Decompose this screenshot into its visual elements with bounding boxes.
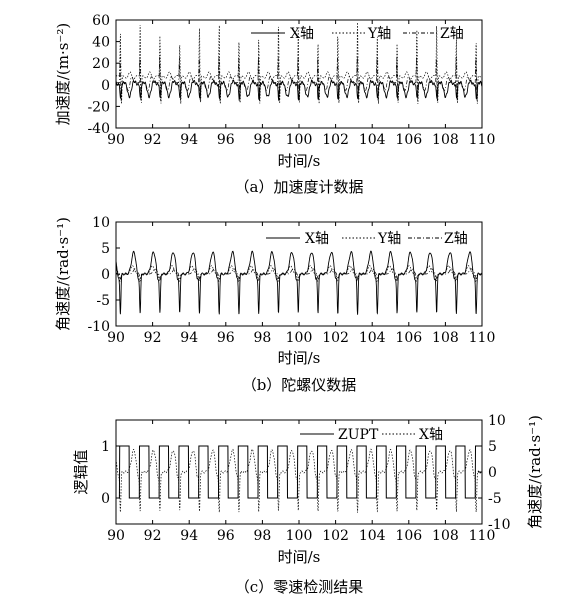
legend-z-axis-label: Z轴 [440, 26, 464, 42]
x-tick-label: 100 [286, 528, 313, 544]
panel-b-x-axis-label: 时间/s [278, 349, 321, 367]
right-y-tick-label: 10 [488, 413, 506, 429]
y-tick-label: 1 [101, 439, 110, 455]
series-line-x-axis [115, 448, 483, 513]
y-tick-label: 60 [92, 13, 110, 29]
legend-zupt-label: ZUPT [338, 427, 379, 443]
right-y-tick-label: -10 [488, 517, 511, 533]
x-tick-label: 102 [322, 528, 349, 544]
x-tick-label: 108 [432, 330, 459, 346]
x-tick-label: 110 [469, 330, 496, 346]
panel-b-caption: （b）陀螺仪数据 [242, 376, 357, 394]
y-tick-label: 5 [101, 241, 110, 257]
x-tick-label: 92 [144, 528, 162, 544]
y-tick-label: -10 [87, 319, 110, 335]
panel-b-data-lines [115, 250, 483, 315]
panel-a-legend: X轴 Y轴 Z轴 [251, 26, 464, 42]
panel-c-ticks: 90 92 94 96 98 100 102 104 106 108 110 0 1 -10 -5 0 5 10 [101, 413, 510, 544]
x-tick-label: 110 [469, 132, 496, 148]
y-tick-label: -40 [87, 121, 110, 137]
x-tick-label: 108 [432, 132, 459, 148]
panel-a-caption: （a）加速度计数据 [235, 178, 364, 196]
series-line-z-axis [115, 268, 482, 280]
panel-c: 90 92 94 96 98 100 102 104 106 108 11001-10-50510 … [72, 413, 544, 596]
x-tick-label: 104 [359, 132, 386, 148]
legend-y-axis-label: Y轴 [367, 26, 391, 42]
panel-a-y-axis-label: 加速度/(m·s⁻²) [54, 23, 72, 125]
x-tick-label: 98 [253, 330, 271, 346]
right-y-tick-label: 5 [488, 439, 497, 455]
x-tick-label: 106 [395, 132, 422, 148]
panel-b-y-axis-label: 角速度/(rad·s⁻¹) [54, 217, 72, 331]
panel-b-ticks: 90 92 94 96 98 100 102 104 106 108 110 -10 -5 0 5 10 [87, 215, 495, 346]
right-y-tick-label: 0 [488, 465, 497, 481]
x-tick-label: 104 [359, 330, 386, 346]
x-tick-label: 106 [395, 330, 422, 346]
legend-x-axis-label: X轴 [419, 427, 443, 443]
x-tick-label: 96 [217, 132, 235, 148]
x-tick-label: 96 [217, 330, 235, 346]
x-tick-label: 90 [107, 132, 125, 148]
panel-c-caption: （c）零速检测结果 [235, 578, 363, 596]
legend-x-axis-label: X轴 [290, 26, 314, 42]
series-line-y-axis [115, 22, 483, 104]
y-tick-label: -5 [96, 293, 110, 309]
series-line-zupt [116, 445, 482, 499]
panel-b: 90 92 94 96 98 100 102 104 106 108 110 -10 -5 0 5 10 时间… [54, 215, 495, 394]
x-tick-label: 100 [286, 330, 313, 346]
panel-c-data-lines [115, 445, 483, 513]
x-tick-label: 108 [432, 528, 459, 544]
panel-a: 90 92 94 96 98 100 102 104 106 108 110 -40 -20 0 20 40 6… [54, 13, 495, 196]
y-tick-label: 10 [92, 215, 110, 231]
x-tick-label: 98 [253, 132, 271, 148]
x-tick-label: 94 [180, 528, 198, 544]
panel-a-x-axis-label: 时间/s [278, 152, 321, 170]
y-tick-label: 0 [101, 78, 110, 94]
y-tick-label: 0 [101, 267, 110, 283]
legend-x-axis-label: X轴 [305, 231, 329, 247]
panel-a-ticks: 90 92 94 96 98 100 102 104 106 108 110 -40 -20 0 20 40 6… [87, 13, 495, 148]
y-tick-label: -20 [87, 99, 110, 115]
x-tick-label: 96 [217, 528, 235, 544]
x-tick-label: 110 [469, 528, 496, 544]
panel-c-x-axis-label: 时间/s [278, 548, 321, 566]
panel-c-legend: ZUPT X轴 [300, 427, 443, 443]
x-tick-label: 90 [107, 330, 125, 346]
x-tick-label: 90 [107, 528, 125, 544]
x-tick-label: 106 [395, 528, 422, 544]
legend-y-axis-label: Y轴 [377, 231, 401, 247]
panel-a-data-lines [115, 22, 483, 104]
x-tick-label: 100 [286, 132, 313, 148]
y-tick-label: 20 [92, 56, 110, 72]
x-tick-label: 94 [180, 132, 198, 148]
series-line-x-axis [115, 250, 483, 315]
panel-c-y-axis-label: 逻辑值 [72, 449, 90, 494]
legend-z-axis-label: Z轴 [444, 231, 468, 247]
series-line-x-axis [115, 79, 483, 102]
y-tick-label: 0 [101, 491, 110, 507]
panel-c-right-y-axis-label: 角速度/(rad·s⁻¹) [526, 415, 544, 529]
x-tick-label: 104 [359, 528, 386, 544]
x-tick-label: 102 [322, 132, 349, 148]
panel-b-legend: X轴 Y轴 Z轴 [266, 231, 468, 247]
x-tick-label: 102 [322, 330, 349, 346]
y-tick-label: 40 [92, 35, 110, 51]
x-tick-label: 92 [144, 330, 162, 346]
right-y-tick-label: -5 [488, 491, 502, 507]
x-tick-label: 92 [144, 132, 162, 148]
x-tick-label: 94 [180, 330, 198, 346]
x-tick-label: 98 [253, 528, 271, 544]
